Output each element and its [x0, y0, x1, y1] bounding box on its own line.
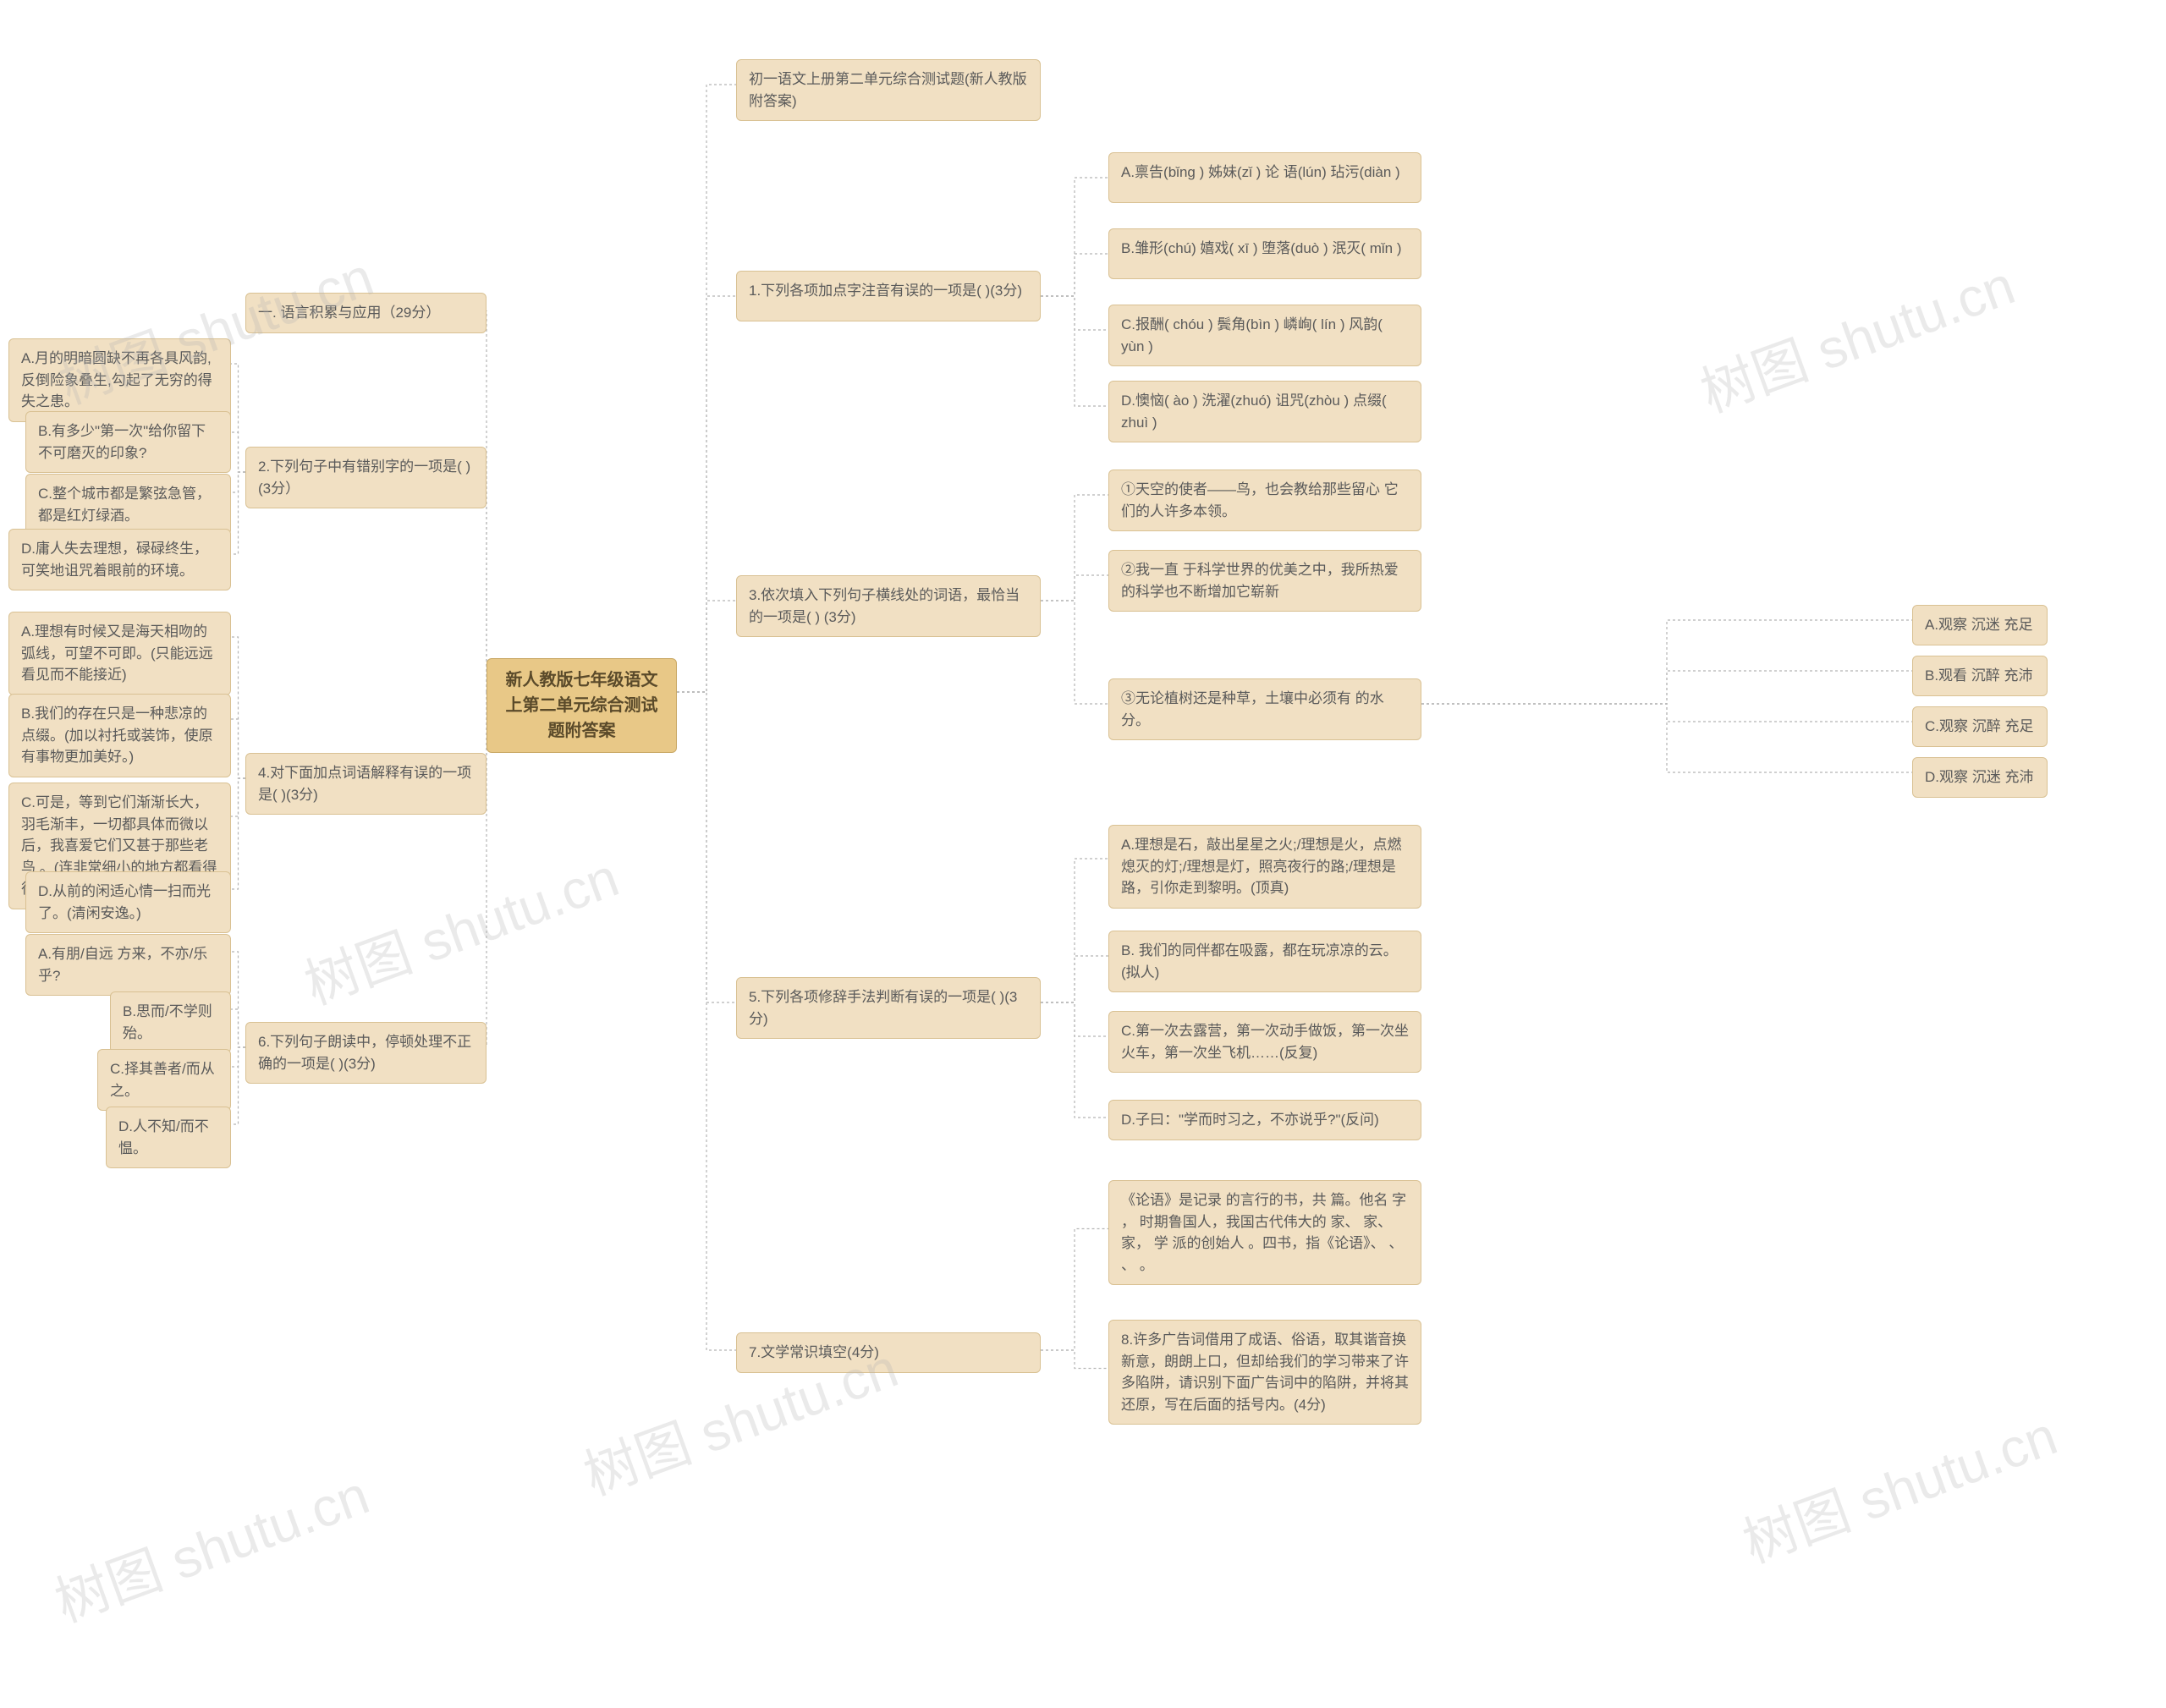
node-q1b: B.雏形(chú) 嬉戏( xī ) 堕落(duò ) 泯灭( mǐn ) — [1108, 228, 1421, 279]
connector — [231, 472, 245, 492]
node-q1a: A.禀告(bǐng ) 姊妹(zǐ ) 论 语(lún) 玷污(diàn ) — [1108, 152, 1421, 203]
connector — [1041, 1002, 1108, 1036]
node-q3a: A.观察 沉迷 充足 — [1912, 605, 2048, 645]
node-q2d: D.庸人失去理想，碌碌终生，可笑地诅咒着眼前的环境。 — [8, 529, 231, 590]
node-q3_3: ③无论植树还是种草，土壤中必须有 的水分。 — [1108, 678, 1421, 740]
connector-layer — [0, 0, 2166, 1708]
watermark: 树图 shutu.cn — [1731, 1392, 2066, 1578]
node-q3_1: ①天空的使者——鸟，也会教给那些留心 它们的人许多本领。 — [1108, 470, 1421, 531]
watermark: 树图 shutu.cn — [293, 834, 628, 1019]
node-q3_2: ②我一直 于科学世界的优美之中，我所热爱的科学也不断增加它崭新 — [1108, 550, 1421, 612]
connector — [231, 432, 245, 472]
node-q5d: D.子曰："学而时习之，不亦说乎?"(反问) — [1108, 1100, 1421, 1140]
watermark: 树图 shutu.cn — [43, 1452, 378, 1637]
connector — [1041, 1229, 1108, 1351]
connector — [1041, 956, 1108, 1002]
connector — [231, 719, 245, 778]
node-center: 新人教版七年级语文上第二单元综合测试题附答案 — [487, 658, 677, 753]
connector — [677, 85, 736, 692]
connector — [1041, 1350, 1108, 1369]
connector — [1421, 704, 1912, 772]
connector — [1041, 575, 1108, 601]
node-q5b: B. 我们的同伴都在吸露，都在玩凉凉的云。(拟人) — [1108, 931, 1421, 992]
node-q3d: D.观察 沉迷 充沛 — [1912, 757, 2048, 798]
connector — [1041, 296, 1108, 406]
node-q5a: A.理想是石，敲出星星之火;/理想是火，点燃熄灭的灯;/理想是灯，照亮夜行的路;… — [1108, 825, 1421, 909]
connector — [677, 601, 736, 692]
node-q4d: D.从前的闲适心情一扫而光了。(清闲安逸。) — [25, 871, 231, 933]
node-q6: 6.下列句子朗读中，停顿处理不正确的一项是( )(3分) — [245, 1022, 487, 1084]
connector — [1041, 296, 1108, 330]
node-q6d: D.人不知/而不愠。 — [106, 1107, 231, 1168]
connector — [231, 952, 245, 1047]
connector — [1041, 601, 1108, 704]
node-q6b: B.思而/不学则殆。 — [110, 991, 231, 1053]
connector — [1041, 1002, 1108, 1118]
connector — [231, 1009, 245, 1047]
node-q7: 7.文学常识填空(4分) — [736, 1332, 1041, 1373]
connector — [677, 296, 736, 692]
connector — [1041, 859, 1108, 1002]
node-q6c: C.择其善者/而从之。 — [97, 1049, 231, 1111]
connector — [231, 778, 245, 889]
node-q3b: B.观看 沉醉 充沛 — [1912, 656, 2048, 696]
connector — [231, 778, 245, 816]
node-q2b: B.有多少"第一次"给你留下不可磨灭的印象? — [25, 411, 231, 473]
connector — [231, 1047, 245, 1067]
node-q3c: C.观察 沉醉 充足 — [1912, 706, 2048, 747]
node-q2a: A.月的明暗圆缺不再各具风韵,反倒险象叠生,勾起了无穷的得失之患。 — [8, 338, 231, 422]
connector — [1421, 620, 1912, 704]
connector — [231, 637, 245, 778]
node-q4a: A.理想有时候又是海天相吻的弧线，可望不可即。(只能远远看见而不能接近) — [8, 612, 231, 695]
connector — [1421, 671, 1912, 704]
node-q2: 2.下列句子中有错别字的一项是( )(3分） — [245, 447, 487, 508]
node-r_top: 初一语文上册第二单元综合测试题(新人教版附答案) — [736, 59, 1041, 121]
connector — [231, 1047, 245, 1124]
node-q2c: C.整个城市都是繁弦急管，都是红灯绿酒。 — [25, 474, 231, 535]
node-q8: 8.许多广告词借用了成语、俗语，取其谐音换新意，朗朗上口，但却给我们的学习带来了… — [1108, 1320, 1421, 1425]
node-l_top: 一. 语言积累与应用（29分） — [245, 293, 487, 333]
connector — [231, 364, 245, 472]
connector — [677, 692, 736, 1002]
node-q4: 4.对下面加点词语解释有误的一项是( )(3分) — [245, 753, 487, 815]
node-q3: 3.依次填入下列句子横线处的词语，最恰当的一项是( ) (3分) — [736, 575, 1041, 637]
connector — [1421, 704, 1912, 722]
connector — [231, 472, 245, 554]
connector — [1041, 254, 1108, 296]
connector — [1041, 495, 1108, 601]
node-q6a: A.有朋/自远 方来，不亦/乐乎? — [25, 934, 231, 996]
connector — [677, 692, 736, 1350]
node-q5c: C.第一次去露营，第一次动手做饭，第一次坐火车，第一次坐飞机……(反复) — [1108, 1011, 1421, 1073]
node-q1d: D.懊恼( ào ) 洗濯(zhuó) 诅咒(zhòu ) 点缀( zhuì ) — [1108, 381, 1421, 442]
node-q5: 5.下列各项修辞手法判断有误的一项是( )(3分) — [736, 977, 1041, 1039]
node-q1: 1.下列各项加点字注音有误的一项是( )(3分) — [736, 271, 1041, 321]
node-q4b: B.我们的存在只是一种悲凉的点缀。(加以衬托或装饰，使原有事物更加美好。) — [8, 694, 231, 777]
connector — [1041, 178, 1108, 296]
node-q1c: C.报酬( chóu ) 鬓角(bìn ) 嶙峋( lín ) 风韵( yùn … — [1108, 305, 1421, 366]
node-q7a: 《论语》是记录 的言行的书，共 篇。他名 字 ， 时期鲁国人，我国古代伟大的 家… — [1108, 1180, 1421, 1285]
watermark: 树图 shutu.cn — [1689, 242, 2024, 427]
